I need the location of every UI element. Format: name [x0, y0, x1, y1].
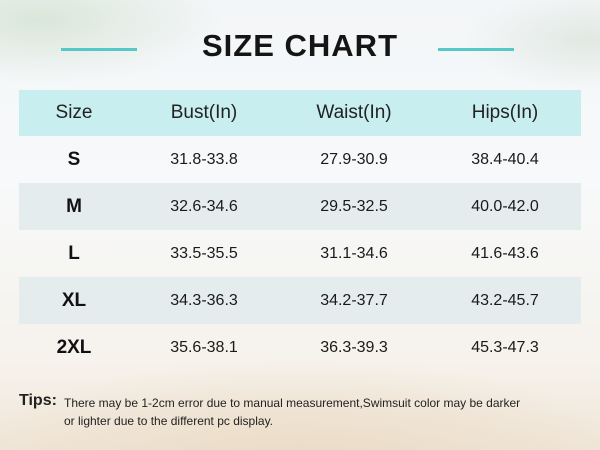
waist-value: 29.5-32.5	[320, 197, 388, 215]
tips-text-line-2: or lighter due to the different pc displ…	[64, 414, 274, 428]
size-label: S	[67, 148, 81, 170]
hips-value: 38.4-40.4	[471, 150, 539, 168]
hips-value: 45.3-47.3	[471, 338, 539, 356]
waist-value: 31.1-34.6	[320, 244, 388, 262]
bust-value: 34.3-36.3	[170, 291, 238, 309]
table-row-2xl: 2XL 35.6-38.1 36.3-39.3 45.3-47.3	[19, 324, 581, 371]
bust-value: 31.8-33.8	[170, 150, 238, 168]
page-title: SIZE CHART	[202, 28, 398, 63]
table-row-s: S 31.8-33.8 27.9-30.9 38.4-40.4	[19, 136, 581, 183]
size-label: XL	[61, 289, 87, 311]
size-label: L	[68, 242, 80, 264]
bust-value: 32.6-34.6	[170, 197, 238, 215]
table-row-m: M 32.6-34.6 29.5-32.5 40.0-42.0	[19, 183, 581, 230]
table-row-xl: XL 34.3-36.3 34.2-37.7 43.2-45.7	[19, 277, 581, 324]
title-right-accent-line	[438, 48, 514, 51]
waist-value: 36.3-39.3	[320, 338, 388, 356]
hips-value: 41.6-43.6	[471, 244, 539, 262]
hips-value: 40.0-42.0	[471, 197, 539, 215]
bust-value: 35.6-38.1	[170, 338, 238, 356]
waist-value: 27.9-30.9	[320, 150, 388, 168]
hips-value: 43.2-45.7	[471, 291, 539, 309]
size-label: M	[66, 195, 82, 217]
tips-text-line-1: There may be 1-2cm error due to manual m…	[64, 396, 521, 410]
table-row-l: L 33.5-35.5 31.1-34.6 41.6-43.6	[19, 230, 581, 277]
waist-value: 34.2-37.7	[320, 291, 388, 309]
tips-label: Tips:	[19, 392, 57, 409]
header-waist: Waist(In)	[316, 102, 392, 123]
size-chart-table: Size Bust(In) Waist(In) Hips(In) S 31.8-…	[19, 90, 581, 371]
header-size: Size	[55, 102, 93, 123]
size-label: 2XL	[56, 336, 92, 358]
header-hips: Hips(In)	[471, 102, 539, 123]
title-area: SIZE CHART	[0, 28, 600, 72]
table-header-row: Size Bust(In) Waist(In) Hips(In)	[19, 90, 581, 136]
header-bust: Bust(In)	[170, 102, 238, 123]
bust-value: 33.5-35.5	[170, 244, 238, 262]
title-left-accent-line	[61, 48, 137, 51]
